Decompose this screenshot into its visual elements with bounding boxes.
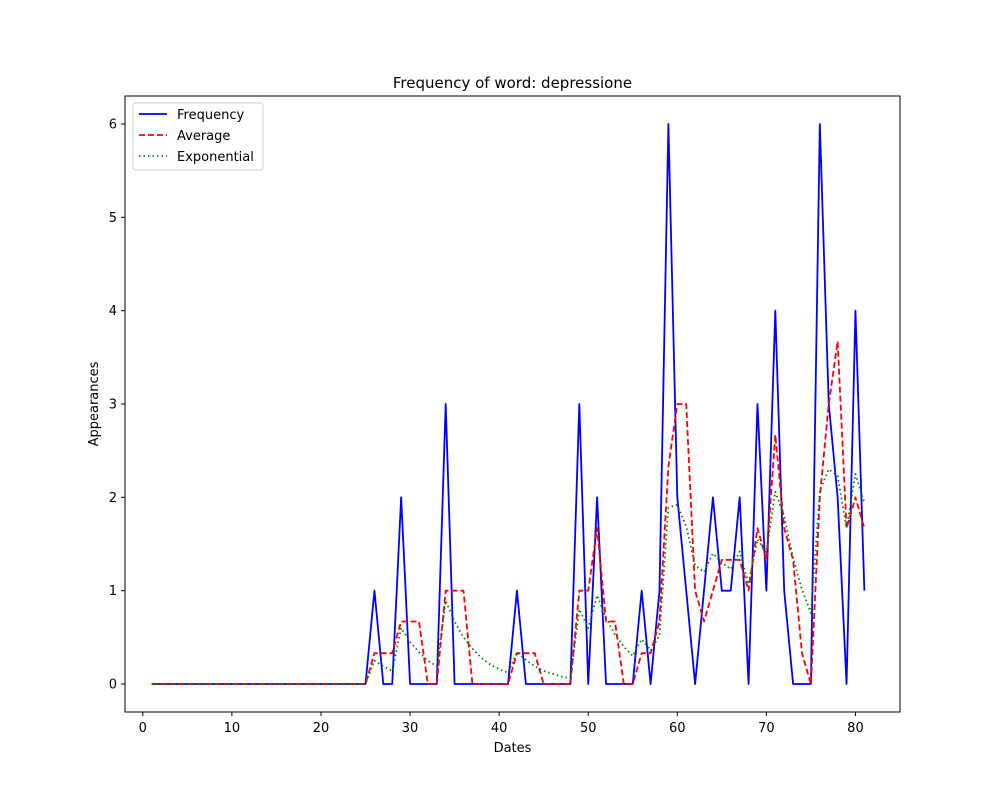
y-tick-label: 6 [109, 118, 117, 133]
legend-label-average: Average [177, 129, 230, 144]
y-tick-label: 5 [109, 211, 117, 226]
x-tick-label: 20 [313, 721, 330, 736]
series-layer [151, 123, 866, 685]
y-tick-label: 1 [109, 584, 117, 599]
x-tick-label: 10 [224, 721, 241, 736]
y-axis: 0 1 2 3 4 5 6 [109, 118, 125, 693]
series-line-exponential [151, 468, 866, 685]
x-tick-label: 80 [847, 721, 864, 736]
y-tick-label: 3 [109, 398, 117, 413]
x-axis: 0 10 20 30 40 50 60 70 80 [139, 712, 864, 736]
legend-label-frequency: Frequency [177, 108, 244, 123]
x-axis-label: Dates [494, 741, 532, 756]
x-tick-label: 50 [580, 721, 597, 736]
x-tick-label: 30 [402, 721, 419, 736]
chart-title: Frequency of word: depressione [393, 74, 632, 92]
legend-box [132, 102, 264, 171]
x-tick-label: 0 [139, 721, 147, 736]
y-tick-label: 2 [109, 491, 117, 506]
y-tick-label: 4 [109, 304, 117, 319]
y-axis-label: Appearances [87, 361, 102, 446]
legend-label-exponential: Exponential [177, 150, 254, 165]
series-line-average [151, 340, 866, 685]
x-tick-label: 60 [669, 721, 686, 736]
x-tick-label: 40 [491, 721, 508, 736]
x-tick-label: 70 [758, 721, 775, 736]
legend: Frequency Average Exponential [132, 102, 264, 171]
y-tick-label: 0 [109, 678, 117, 693]
